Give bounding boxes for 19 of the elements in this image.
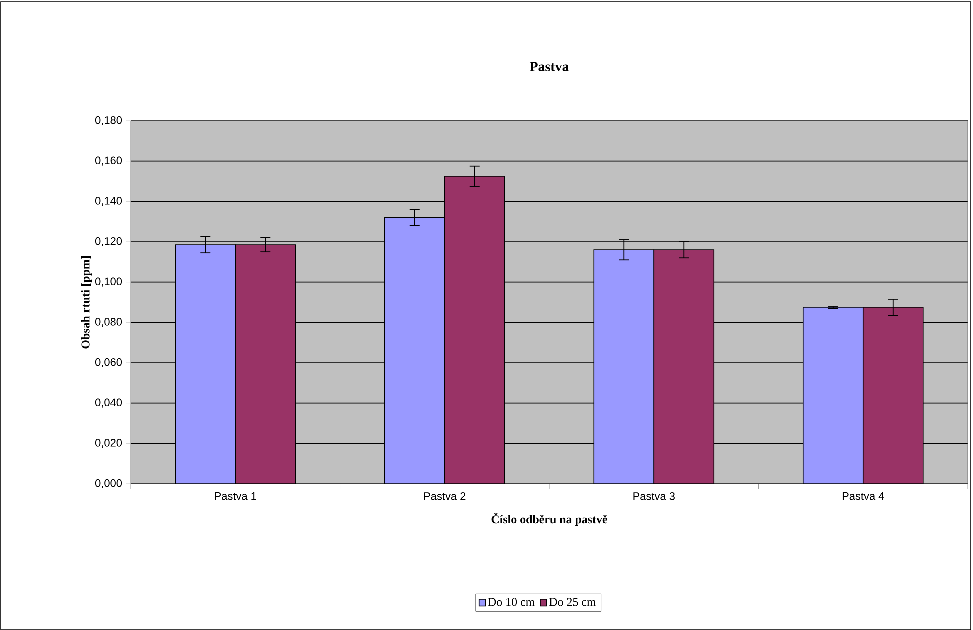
y-tick-label: 0,180 bbox=[95, 116, 122, 126]
y-tick-label: 0,000 bbox=[95, 479, 122, 488]
y-tick-label: 0,140 bbox=[95, 196, 122, 206]
chart-title: Pastva bbox=[530, 62, 570, 72]
x-tick-label: Pastva 4 bbox=[842, 492, 884, 500]
y-tick-label: 0,040 bbox=[95, 398, 122, 408]
y-tick-label: 0,060 bbox=[95, 358, 122, 368]
legend-label: Do 10 cm bbox=[488, 598, 535, 606]
x-tick-label: Pastva 3 bbox=[634, 492, 675, 500]
x-tick-label: Pastva 1 bbox=[215, 492, 256, 500]
y-tick-label: 0,120 bbox=[95, 237, 122, 246]
y-axis-title: Obsah rtuti [ppm] bbox=[81, 256, 92, 349]
x-tick-label: Pastva 2 bbox=[424, 492, 466, 500]
legend-label: Do 25 cm bbox=[550, 598, 596, 606]
x-axis-title: Číslo odběru na pastvě bbox=[492, 512, 608, 526]
y-tick-label: 0,100 bbox=[95, 278, 122, 287]
y-tick-label: 0,080 bbox=[95, 318, 122, 327]
y-tick-label: 0,020 bbox=[95, 438, 122, 448]
y-tick-label: 0,160 bbox=[95, 156, 122, 166]
